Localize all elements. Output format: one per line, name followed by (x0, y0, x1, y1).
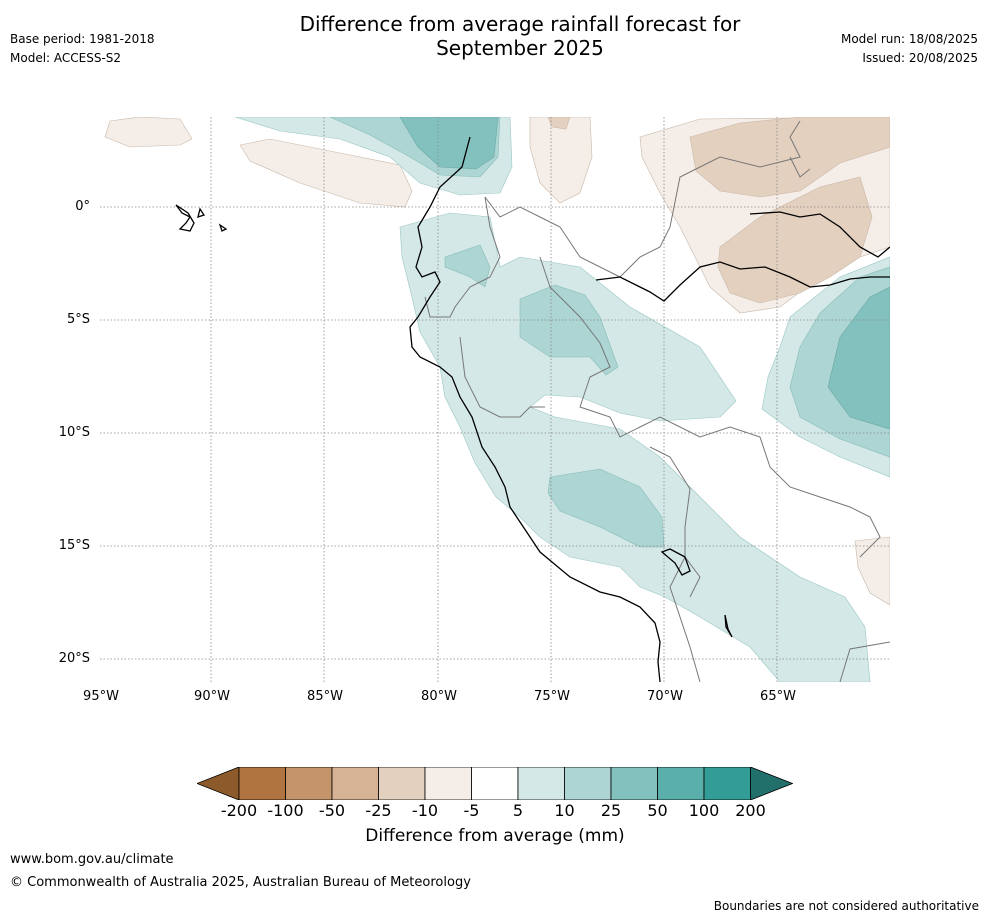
country-borders (424, 120, 890, 682)
lon-label-75w: 75°W (534, 689, 570, 704)
colorbar-box (564, 767, 612, 800)
title-line-1: Difference from average rainfall forecas… (299, 12, 741, 36)
model-run: Model run: 18/08/2025 (840, 32, 978, 46)
colorbar-box (378, 767, 426, 800)
issued-date: Issued: 20/08/2025 (862, 51, 978, 65)
colorbar-tick-label: -200 (220, 801, 258, 820)
colorbar-tick-label: -50 (318, 801, 346, 820)
rainfall-map (100, 117, 890, 682)
footer-url: www.bom.gov.au/climate (10, 852, 174, 867)
footer-copyright: © Commonwealth of Australia 2025, Austra… (10, 875, 471, 890)
meta-right: Model run: 18/08/2025 Issued: 20/08/2025 (841, 30, 978, 68)
footer-disclaimer: Boundaries are not considered authoritat… (713, 899, 979, 913)
colorbar (197, 767, 793, 800)
map-title: Difference from average rainfall forecas… (220, 12, 820, 60)
colorbar-tick-label: -100 (267, 801, 304, 820)
colorbar-box (471, 767, 519, 800)
colorbar-box (424, 767, 472, 800)
lon-label-85w: 85°W (307, 689, 343, 704)
colorbar-tick-label: 200 (735, 801, 766, 820)
lat-label-10s: 10°S (58, 425, 90, 440)
colorbar-tick-label: 50 (647, 801, 668, 820)
wet-dark-areas (399, 117, 890, 430)
lat-label-15s: 15°S (58, 538, 90, 553)
colorbar-box (517, 767, 565, 800)
colorbar-title: Difference from average (mm) (365, 826, 625, 846)
colorbar-tick-label: 5 (512, 801, 524, 820)
colorbar-box (331, 767, 379, 800)
lon-label-65w: 65°W (760, 689, 796, 704)
lon-label-95w: 95°W (83, 689, 119, 704)
lat-label-20s: 20°S (58, 651, 90, 666)
lon-label-80w: 80°W (421, 689, 457, 704)
colorbar-arrow-left (197, 767, 240, 800)
colorbar-box (657, 767, 705, 800)
colorbar-box (238, 767, 286, 800)
colorbar-tick-label: 10 (554, 801, 575, 820)
colorbar-box (285, 767, 333, 800)
colorbar-arrow-right (750, 767, 793, 800)
model-name: Model: ACCESS-S2 (10, 51, 122, 65)
colorbar-tick-label: -25 (365, 801, 392, 820)
meta-left: Base period: 1981-2018 Model: ACCESS-S2 (10, 30, 155, 68)
colorbar-tick-label: -5 (463, 801, 480, 820)
coastlines (175, 136, 890, 682)
graticule (100, 117, 890, 682)
colorbar-tick-label: 25 (600, 801, 622, 820)
colorbar-tick-label: -10 (411, 801, 439, 820)
colorbar-box (610, 767, 658, 800)
lon-label-90w: 90°W (194, 689, 230, 704)
title-line-2: September 2025 (436, 36, 604, 60)
base-period: Base period: 1981-2018 (10, 32, 155, 46)
colorbar-box (703, 767, 751, 800)
lat-label-5s: 5°S (66, 312, 90, 327)
lon-label-70w: 70°W (647, 689, 683, 704)
lat-label-0: 0° (75, 199, 90, 214)
colorbar-tick-label: 100 (688, 801, 720, 820)
